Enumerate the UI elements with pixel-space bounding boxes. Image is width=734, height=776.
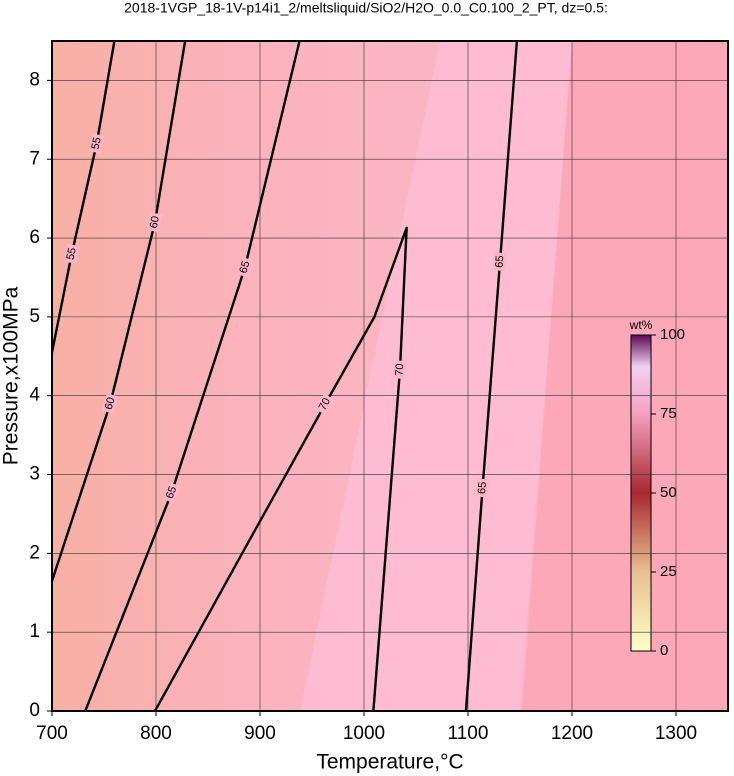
colorbar-label: wt% xyxy=(629,318,653,332)
x-axis-label: Temperature,°C xyxy=(316,751,463,774)
contour-label-bg xyxy=(393,360,407,380)
contour-label-bg xyxy=(162,482,181,504)
colorbar-tick-label: 0 xyxy=(660,642,668,659)
colorbar-tick-label: 75 xyxy=(660,405,677,422)
y-tick-label: 8 xyxy=(29,69,40,90)
contour-label-group: 65 xyxy=(162,482,181,504)
y-tick-label: 6 xyxy=(29,227,40,248)
y-tick-label: 1 xyxy=(29,621,40,642)
x-tick-label: 1000 xyxy=(343,723,385,744)
contour-label-group: 65 xyxy=(493,252,507,272)
contour-label-group: 65 xyxy=(236,256,254,278)
chart-title: 2018-1VGP_18-1V-p14i1_2/meltsliquid/SiO2… xyxy=(124,0,608,16)
contour-label: 70 xyxy=(393,363,406,376)
x-tick-label: 700 xyxy=(36,723,68,744)
colorbar xyxy=(630,334,652,652)
colorbar-tick-label: 25 xyxy=(660,563,677,580)
x-tick-label: 800 xyxy=(140,723,172,744)
contour-label-group: 70 xyxy=(393,360,407,380)
contour-label-group: 65 xyxy=(475,478,490,498)
contour-line xyxy=(84,40,301,712)
contour-label: 65 xyxy=(164,485,179,501)
contour-label: 65 xyxy=(237,260,252,275)
fill-band xyxy=(522,41,728,711)
x-tick-label: 1200 xyxy=(551,723,593,744)
y-tick-label: 2 xyxy=(29,542,40,563)
contour-label-group: 55 xyxy=(89,133,105,154)
contour-label-bg xyxy=(101,393,119,414)
contour-label: 65 xyxy=(493,255,506,268)
colorbar-tick-label: 100 xyxy=(660,326,685,343)
contour-label: 60 xyxy=(148,215,162,229)
contour-label-group: 70 xyxy=(315,393,335,416)
contour-label-group: 60 xyxy=(147,212,163,233)
plot-frame xyxy=(51,40,729,712)
colorbar-tick-label: 50 xyxy=(660,484,677,501)
x-tick-label: 1300 xyxy=(655,723,697,744)
contour-label-bg xyxy=(89,133,105,154)
x-tick-label: 1100 xyxy=(448,723,489,744)
contour-label-bg xyxy=(147,212,163,233)
x-tick-label: 900 xyxy=(244,723,276,744)
contour-label-bg xyxy=(475,478,490,498)
y-tick-label: 0 xyxy=(29,700,40,721)
contour-label-bg xyxy=(64,243,80,264)
contour-line xyxy=(50,40,116,353)
contour-label: 70 xyxy=(317,396,333,413)
y-tick-label: 7 xyxy=(29,148,40,169)
contour-label-group: 60 xyxy=(101,393,119,414)
y-tick-label: 3 xyxy=(29,464,40,485)
contour-label-bg xyxy=(315,393,335,416)
y-axis-label: Pressure,x100MPa xyxy=(0,286,23,465)
contour-label-bg xyxy=(493,252,507,272)
plot-area xyxy=(52,41,728,711)
contour-label: 55 xyxy=(90,136,104,150)
contour-line xyxy=(50,40,187,582)
contour-line xyxy=(464,40,519,712)
contour-label: 55 xyxy=(65,247,79,261)
contour-label-bg xyxy=(236,256,254,278)
y-tick-label: 5 xyxy=(29,306,40,327)
contour-label-group: 55 xyxy=(64,243,80,264)
y-tick-label: 4 xyxy=(29,385,40,406)
contour-label: 65 xyxy=(476,481,489,494)
contour-label: 60 xyxy=(103,396,118,411)
